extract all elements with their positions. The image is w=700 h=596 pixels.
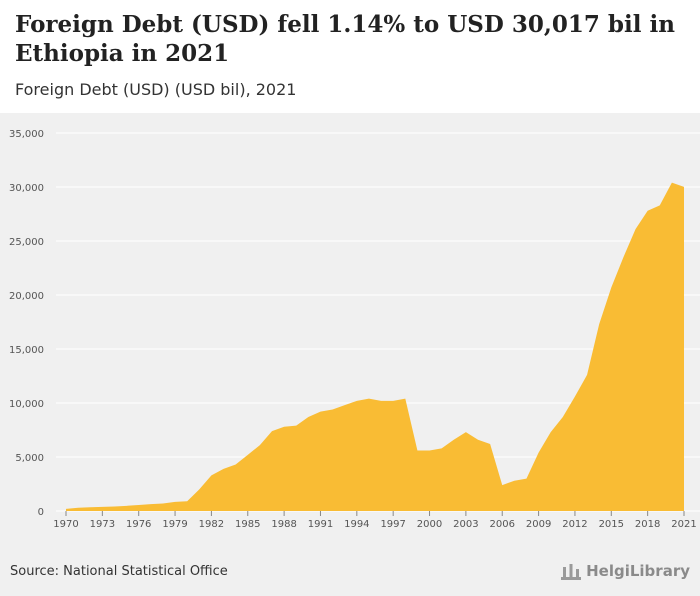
data-point <box>549 430 553 434</box>
data-point <box>682 185 686 189</box>
data-point <box>76 506 80 510</box>
data-point <box>197 487 201 491</box>
data-point <box>658 203 662 207</box>
data-point <box>149 502 153 506</box>
data-point <box>464 430 468 434</box>
y-tick-label: 15,000 <box>9 345 44 356</box>
x-tick-label: 2012 <box>562 519 587 530</box>
x-tick-label: 2000 <box>417 519 442 530</box>
data-point <box>585 373 589 377</box>
x-tick-label: 1976 <box>126 519 151 530</box>
data-point <box>343 403 347 407</box>
data-point <box>597 322 601 326</box>
helgilibrary-logo[interactable]: HelgiLibrary <box>560 561 690 581</box>
data-point <box>100 505 104 509</box>
data-point <box>294 424 298 428</box>
data-point <box>537 451 541 455</box>
x-tick-label: 1988 <box>271 519 296 530</box>
chart-subtitle: Foreign Debt (USD) (USD bil), 2021 <box>15 80 297 99</box>
data-point <box>476 438 480 442</box>
x-tick-label: 1970 <box>53 519 78 530</box>
data-point <box>270 429 274 433</box>
chart-title: Foreign Debt (USD) fell 1.14% to USD 30,… <box>15 11 675 67</box>
x-tick-label: 1973 <box>90 519 115 530</box>
data-point <box>234 463 238 467</box>
chart-footer: Source: National Statistical Office Helg… <box>0 552 700 596</box>
data-point <box>282 425 286 429</box>
data-point <box>634 227 638 231</box>
x-tick-label: 2003 <box>453 519 478 530</box>
data-point <box>318 410 322 414</box>
data-point <box>88 505 92 509</box>
data-point <box>573 395 577 399</box>
x-tick-label: 2021 <box>671 519 696 530</box>
x-tick-label: 2018 <box>635 519 660 530</box>
chart-header: Foreign Debt (USD) fell 1.14% to USD 30,… <box>0 0 700 113</box>
logo-text: HelgiLibrary <box>586 562 690 580</box>
data-point <box>379 399 383 403</box>
x-tick-label: 2015 <box>599 519 624 530</box>
data-point <box>500 483 504 487</box>
data-point <box>246 453 250 457</box>
data-point <box>64 507 68 511</box>
data-point <box>512 479 516 483</box>
y-tick-label: 10,000 <box>9 399 44 410</box>
y-tick-label: 25,000 <box>9 237 44 248</box>
data-point <box>428 449 432 453</box>
y-tick-label: 5,000 <box>15 453 44 464</box>
data-point <box>258 443 262 447</box>
source-note: Source: National Statistical Office <box>10 564 228 579</box>
x-tick-label: 1997 <box>380 519 405 530</box>
data-point <box>670 181 674 185</box>
y-tick-label: 20,000 <box>9 291 44 302</box>
data-point <box>125 504 129 508</box>
x-tick-label: 1982 <box>199 519 224 530</box>
y-tick-label: 35,000 <box>9 129 44 140</box>
x-tick-label: 1994 <box>344 519 369 530</box>
data-point <box>609 285 613 289</box>
y-tick-label: 0 <box>38 507 44 518</box>
data-point <box>137 503 141 507</box>
data-point <box>646 209 650 213</box>
data-point <box>112 504 116 508</box>
plot-area: 0 5,000 10,000 15,000 20,000 25,000 30,000 35,0… <box>0 113 700 552</box>
data-point <box>306 415 310 419</box>
data-point <box>561 415 565 419</box>
data-point <box>621 255 625 259</box>
data-point <box>161 501 165 505</box>
data-point <box>415 449 419 453</box>
data-point <box>222 467 226 471</box>
x-tick-label: 2006 <box>490 519 515 530</box>
data-point <box>440 446 444 450</box>
data-point <box>173 500 177 504</box>
data-point <box>403 397 407 401</box>
library-building-icon <box>561 564 582 580</box>
area-chart: 0 5,000 10,000 15,000 20,000 25,000 30,000 35,0… <box>9 129 700 530</box>
data-point <box>355 399 359 403</box>
data-point <box>488 442 492 446</box>
debt-area <box>66 182 684 511</box>
x-tick-label: 1991 <box>308 519 333 530</box>
data-point <box>331 407 335 411</box>
data-point <box>185 499 189 503</box>
data-point <box>391 399 395 403</box>
y-tick-label: 30,000 <box>9 183 44 194</box>
data-point <box>367 397 371 401</box>
data-point <box>209 473 213 477</box>
data-point <box>524 477 528 481</box>
x-tick-label: 1979 <box>162 519 187 530</box>
x-tick-label: 2009 <box>526 519 551 530</box>
data-point <box>452 438 456 442</box>
x-tick-label: 1985 <box>235 519 260 530</box>
